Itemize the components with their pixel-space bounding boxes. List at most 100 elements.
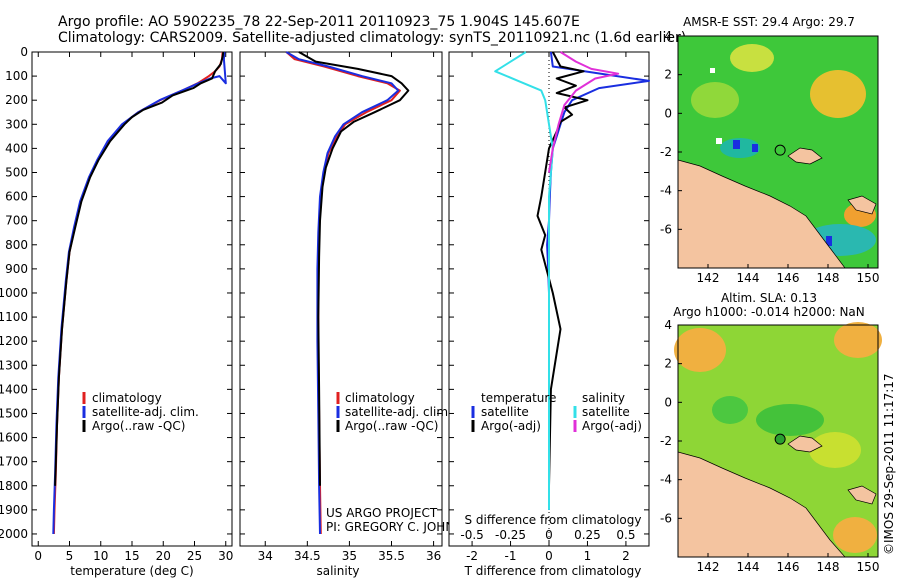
sla-high-patch xyxy=(809,432,861,468)
x-tick-label: 1 xyxy=(584,549,592,563)
sla-high-patch xyxy=(834,322,882,358)
y-tick-label: 0 xyxy=(20,45,28,59)
legend-title-salinity: salinity xyxy=(582,391,625,405)
s-x-tick-label: 0 xyxy=(545,528,553,542)
legend-label-argo: Argo(..raw -QC) xyxy=(345,419,438,433)
sst-warm-patch xyxy=(730,44,774,72)
salinity-y-ticks xyxy=(240,51,442,535)
temperature-legend: climatology satellite-adj. clim. Argo(..… xyxy=(82,391,199,433)
x-tick-label: 2 xyxy=(622,549,630,563)
sla-map-subtitle: Argo h1000: -0.014 h2000: NaN xyxy=(673,305,865,319)
map-y-tick-label: -4 xyxy=(660,184,672,198)
temperature-y-ticks: 0 100 200 300 400 500 600 700 800 900 1000 1100 1200… xyxy=(0,45,232,541)
x-tick-label: 10 xyxy=(93,549,108,563)
pi-credit: PI: GREGORY C. JOHNSON xyxy=(326,520,480,534)
sla-map-x-ticks: 142 144 146 148 150 xyxy=(697,553,880,574)
series-line-argo-raw-qc xyxy=(54,51,225,486)
map-y-tick-label: 2 xyxy=(664,357,672,371)
legend-label-climatology: climatology xyxy=(345,391,415,405)
s-difference-label: S difference from climatology xyxy=(465,513,642,527)
temperature-plot-frame xyxy=(31,51,233,547)
x-tick-label: 30 xyxy=(218,549,233,563)
map-x-tick-label: 148 xyxy=(817,271,840,285)
salinity-x-label: salinity xyxy=(316,564,359,578)
header-line-1: Argo profile: AO 5902235_78 22-Sep-2011 … xyxy=(58,14,580,30)
map-x-tick-label: 150 xyxy=(857,560,880,574)
map-y-tick-label: -6 xyxy=(660,511,672,525)
sst-cold-pixel xyxy=(826,236,832,246)
sla-map-panel: Altim. SLA: 0.13 Argo h1000: -0.014 h200… xyxy=(660,291,882,574)
sst-warm-patch xyxy=(691,82,739,118)
temperature-x-label: temperature (deg C) xyxy=(70,564,193,578)
temperature-x-ticks: 0 5 10 15 20 25 30 xyxy=(34,52,233,563)
sst-cold-pixel xyxy=(733,140,740,149)
sst-map-y-ticks: 4 2 0 -2 -4 -6 xyxy=(660,29,682,236)
x-tick-label: 15 xyxy=(124,549,139,563)
x-tick-label: 5 xyxy=(66,549,74,563)
x-tick-label: 20 xyxy=(156,549,171,563)
series-line-s-argo-adj xyxy=(548,51,620,173)
map-y-tick-label: 0 xyxy=(664,106,672,120)
map-y-tick-label: -4 xyxy=(660,473,672,487)
difference-y-ticks xyxy=(449,51,649,535)
y-tick-label: 1900 xyxy=(0,503,28,517)
x-tick-label: 36 xyxy=(426,549,441,563)
legend-title-temperature: temperature xyxy=(481,391,556,405)
x-tick-label: 35.5 xyxy=(378,549,405,563)
sla-map-title: Altim. SLA: 0.13 xyxy=(721,291,817,305)
map-x-tick-label: 144 xyxy=(737,271,760,285)
difference-x-ticks: -2 -1 0 1 2 xyxy=(466,52,630,563)
imos-timestamp: ©IMOS 29-Sep-2011 11:17:17 xyxy=(882,373,896,555)
sla-map-anomalies xyxy=(674,322,882,553)
s-x-tick-label: -0.25 xyxy=(495,528,526,542)
difference-panel: -2 -1 0 1 2 -0.5 -0.25 0 0.25 0.5 S difference f… xyxy=(448,51,650,578)
y-tick-label: 1000 xyxy=(0,286,28,300)
sst-map-anomalies xyxy=(691,44,876,256)
x-tick-label: 35 xyxy=(342,549,357,563)
legend-label-s-argo: Argo(-adj) xyxy=(582,419,642,433)
project-credit: US ARGO PROJECT xyxy=(326,506,438,520)
map-x-tick-label: 142 xyxy=(697,560,720,574)
series-line-s-satellite xyxy=(494,51,554,510)
y-tick-label: 1400 xyxy=(0,382,28,396)
y-tick-label: 800 xyxy=(5,238,28,252)
y-tick-label: 500 xyxy=(5,165,28,179)
y-tick-label: 1500 xyxy=(0,406,28,420)
series-line-satellite-adj-clim xyxy=(285,51,400,535)
x-tick-label: 25 xyxy=(187,549,202,563)
y-tick-label: 700 xyxy=(5,214,28,228)
legend-label-t-satellite: satellite xyxy=(481,405,529,419)
legend-label-satellite: satellite-adj. clim. xyxy=(92,405,199,419)
sst-missing-pixel xyxy=(710,68,715,73)
temperature-panel: 0 5 10 15 20 25 30 0 100 200 300 400 500 600 700 800 90… xyxy=(0,45,233,578)
y-tick-label: 100 xyxy=(5,69,28,83)
map-x-tick-label: 142 xyxy=(697,271,720,285)
salinity-plot-frame xyxy=(239,51,443,547)
t-difference-label: T difference from climatology xyxy=(464,564,642,578)
salinity-panel: 34 34.5 35 35.5 36 salinity climatology sate… xyxy=(239,51,480,578)
map-y-tick-label: 2 xyxy=(664,68,672,82)
s-x-tick-label: 0.5 xyxy=(616,528,635,542)
sla-low-patch xyxy=(756,404,824,436)
sst-argo-location xyxy=(774,144,786,156)
s-x-tick-label: -0.5 xyxy=(460,528,483,542)
x-tick-label: 34 xyxy=(258,549,273,563)
difference-legend: temperature satellite Argo(-adj) salinit… xyxy=(471,391,642,433)
map-x-tick-label: 148 xyxy=(817,560,840,574)
map-y-tick-label: -2 xyxy=(660,145,672,159)
sla-high-patch xyxy=(833,517,877,553)
x-tick-label: 0 xyxy=(545,549,553,563)
sla-map-y-ticks: 4 2 0 -2 -4 -6 xyxy=(660,318,682,525)
map-y-tick-label: -6 xyxy=(660,222,672,236)
sst-map-panel: AMSR-E SST: 29.4 Argo: 29.7 142 144 146 148… xyxy=(660,15,879,285)
sla-argo-location xyxy=(774,433,786,445)
x-tick-label: 34.5 xyxy=(294,549,321,563)
map-y-tick-label: 0 xyxy=(664,395,672,409)
x-tick-label: -2 xyxy=(466,549,478,563)
legend-label-t-argo: Argo(-adj) xyxy=(481,419,541,433)
sst-map-x-ticks: 142 144 146 148 150 xyxy=(697,264,879,285)
s-x-tick-label: 0.25 xyxy=(574,528,601,542)
y-tick-label: 600 xyxy=(5,190,28,204)
sst-map-title: AMSR-E SST: 29.4 Argo: 29.7 xyxy=(683,15,855,29)
